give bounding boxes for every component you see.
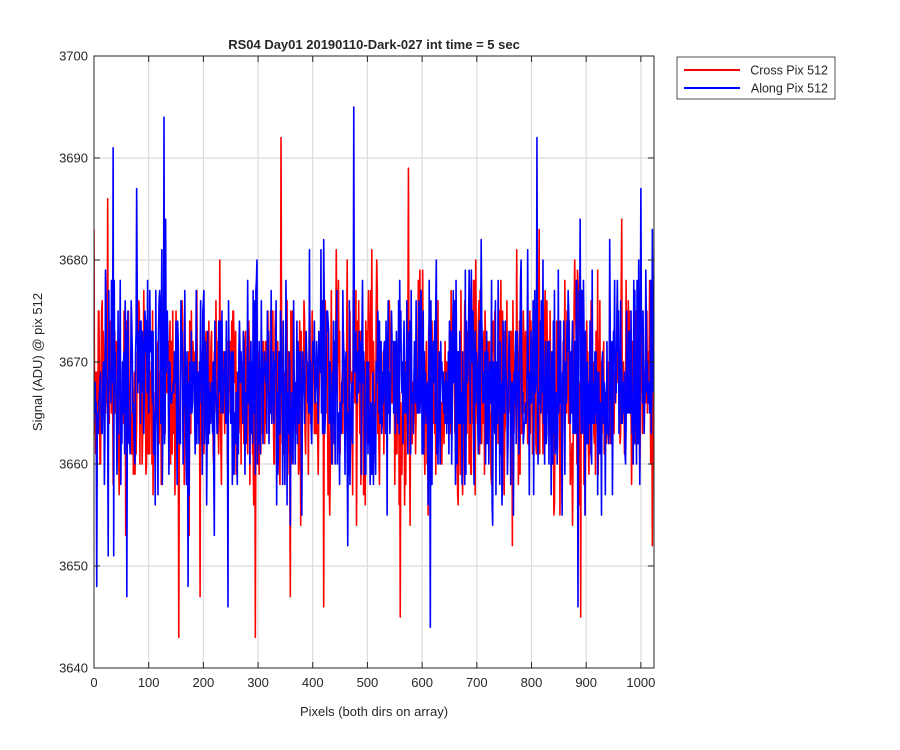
- y-tick-label: 3640: [59, 661, 88, 676]
- y-tick-label: 3680: [59, 253, 88, 268]
- y-tick-label: 3650: [59, 559, 88, 574]
- series-layer: [94, 106, 654, 639]
- series-line-along-pix: [94, 106, 654, 628]
- x-tick-label: 600: [411, 675, 433, 690]
- legend-label-along-pix: Along Pix 512: [751, 82, 828, 96]
- x-tick-label: 200: [193, 675, 215, 690]
- x-tick-label: 100: [138, 675, 160, 690]
- x-tick-label: 800: [521, 675, 543, 690]
- x-tick-label: 300: [247, 675, 269, 690]
- legend-label-cross-pix: Cross Pix 512: [750, 64, 828, 78]
- chart-title: RS04 Day01 20190110-Dark-027 int time = …: [228, 37, 520, 52]
- y-axis-label: Signal (ADU) @ pix 512: [30, 293, 45, 431]
- y-tick-label: 3670: [59, 355, 88, 370]
- legend[interactable]: Cross Pix 512 Along Pix 512: [676, 56, 836, 100]
- x-tick-label: 1000: [626, 675, 655, 690]
- x-axis-label: Pixels (both dirs on array): [300, 704, 448, 719]
- y-tick-label: 3660: [59, 457, 88, 472]
- x-tick-label: 500: [357, 675, 379, 690]
- x-tick-label: 400: [302, 675, 324, 690]
- x-tick-label: 0: [90, 675, 97, 690]
- y-tick-label: 3700: [59, 49, 88, 64]
- x-tick-label: 700: [466, 675, 488, 690]
- legend-box: [676, 56, 836, 100]
- y-tick-label: 3690: [59, 151, 88, 166]
- tick-marks: 0 100 200 300 400 500 600 700 800 900 1000 3640 3650…: [59, 49, 655, 691]
- x-tick-label: 900: [575, 675, 597, 690]
